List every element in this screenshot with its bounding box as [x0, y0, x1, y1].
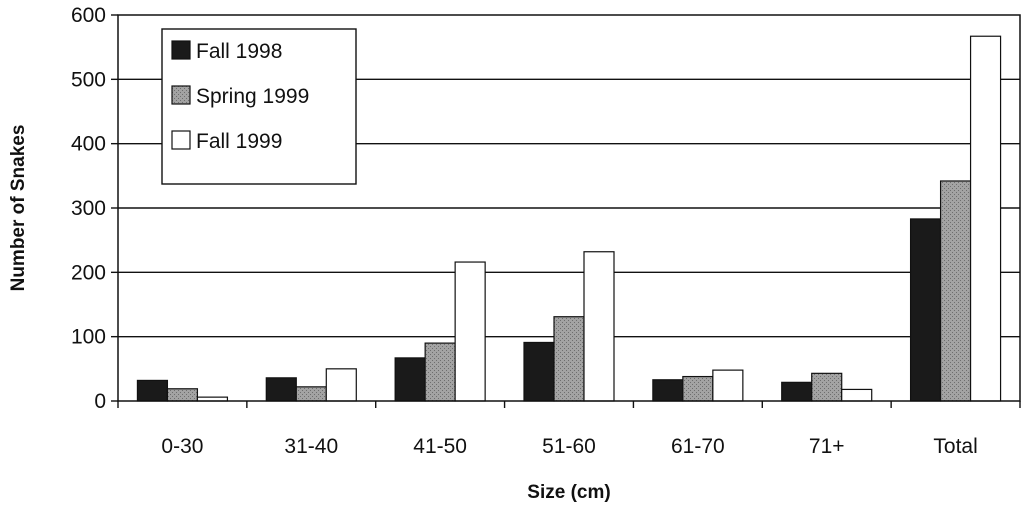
x-axis-ticks: 0-30 31-40 41-50 51-60 61-70 71+ Total	[117, 401, 1021, 458]
bar-fall-1999-51-60	[583, 251, 615, 402]
bar-spring-1999-51-60	[553, 316, 585, 402]
bar-spring-1999-31-40	[295, 386, 327, 402]
legend-label: Fall 1999	[196, 130, 282, 153]
legend-box	[161, 28, 357, 185]
y-axis-title: Number of Snakes	[8, 125, 29, 292]
x-tick-label: 61-70	[671, 435, 725, 458]
x-tick-label: 71+	[809, 435, 845, 458]
bar-spring-1999-71plus	[811, 372, 843, 402]
bar-fall-1999-total	[969, 35, 1002, 402]
y-tick-label: 400	[71, 133, 106, 156]
y-tick-label: 100	[71, 326, 106, 349]
legend-swatch	[171, 130, 191, 150]
legend-label: Spring 1999	[196, 85, 309, 108]
legend: Fall 1998 Spring 1999 Fall 1999	[161, 28, 357, 185]
bar-fall-1999-31-40	[325, 368, 357, 402]
bar-fall-1999-61-70	[712, 369, 744, 402]
y-tick-label: 600	[71, 4, 106, 27]
bar-fall-1998-41-50	[394, 357, 426, 402]
bar-fall-1998-31-40	[265, 377, 297, 402]
bar-fall-1998-71plus	[781, 381, 813, 402]
bar-fall-1999-71plus	[841, 388, 873, 402]
legend-swatch	[171, 85, 191, 105]
y-tick-label: 500	[71, 68, 106, 91]
y-tick-label: 0	[94, 390, 106, 413]
x-tick-label: 0-30	[161, 435, 203, 458]
bar-fall-1999-41-50	[454, 261, 486, 402]
y-tick-label: 300	[71, 197, 106, 220]
bar-fall-1998-51-60	[523, 341, 555, 402]
bar-spring-1999-total	[939, 180, 972, 402]
bars	[136, 35, 1002, 402]
bar-fall-1998-61-70	[652, 379, 684, 402]
x-tick-label: 41-50	[413, 435, 467, 458]
y-axis-ticks: 0 100 200 300 400 500 600	[71, 4, 118, 413]
bar-spring-1999-61-70	[682, 375, 714, 402]
bar-fall-1998-total	[909, 218, 942, 402]
x-axis-title: Size (cm)	[527, 482, 610, 503]
legend-swatch	[171, 40, 191, 60]
legend-label: Fall 1998	[196, 40, 282, 63]
x-tick-label: Total	[933, 435, 977, 458]
bar-spring-1999-0-30	[166, 388, 199, 402]
bar-spring-1999-41-50	[424, 342, 456, 402]
x-tick-label: 31-40	[284, 435, 338, 458]
x-tick-label: 51-60	[542, 435, 596, 458]
bar-fall-1998-0-30	[136, 379, 169, 402]
plot-frame	[117, 14, 1021, 402]
y-tick-label: 200	[71, 261, 106, 284]
